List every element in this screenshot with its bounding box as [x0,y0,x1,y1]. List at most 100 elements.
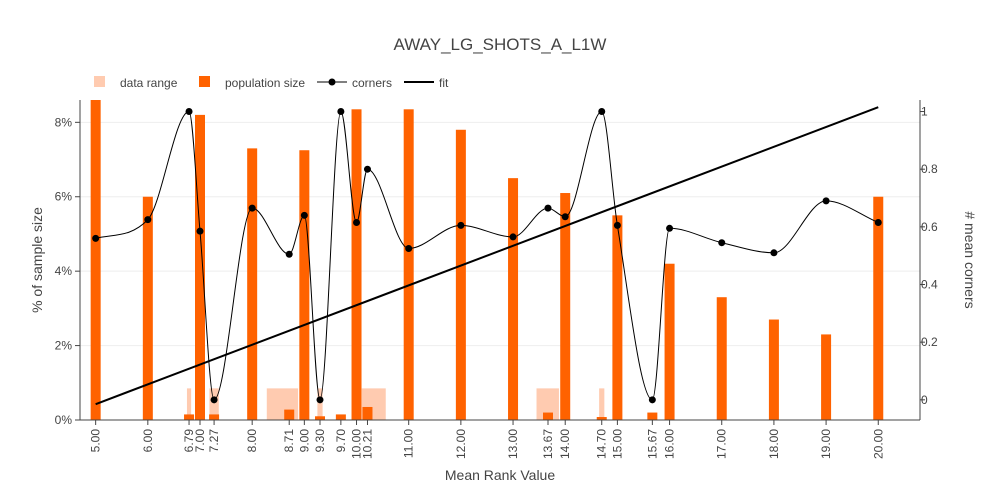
x-tick-label: 6.00 [141,429,155,453]
corners-point [613,221,621,229]
y2-tick-label: 1 [921,105,928,119]
x-tick-label: 13.00 [506,429,520,459]
corners-point [363,165,371,173]
y-axis-title: % of sample size [29,207,45,313]
corners-point [300,211,308,219]
population-bar [455,129,466,420]
x-tick-label: 19.00 [819,429,833,459]
gridlines [80,121,920,347]
x-tick-label: 7.00 [193,429,207,453]
x-tick-label: 11.00 [402,429,416,458]
corners-point [248,204,256,212]
population-bar [195,114,205,420]
population-bar [768,319,779,420]
x-tick-label: 9.00 [297,429,311,453]
corners-point [544,204,552,212]
corners-point [666,224,674,232]
x-axis-ticks: 5.00 6.00 6.797.00 7.27 8.00 8.71 9.00 9.30 9.70… [89,420,885,459]
x-tick-label: 13.67 [541,429,555,459]
corners-point [405,244,413,252]
data-range-bar [599,388,605,420]
x-tick-label: 14.70 [595,429,609,459]
population-bar [664,263,675,420]
corners-series [92,108,882,404]
population-bar [647,412,658,420]
legend-swatch-population-size [199,76,210,87]
population-bar [315,416,325,420]
population-bar [596,417,607,420]
corners-point [92,234,100,242]
x-tick-label: 17.00 [715,429,729,459]
data-range-bars [186,388,605,420]
legend: data range population size corners fit [94,76,449,90]
corners-point [770,249,778,257]
y2-axis-ticks: 0 0.2 0.4 0.6 0.8 1 [920,105,938,407]
legend-swatch-data-range [94,76,105,87]
population-bar [209,414,220,420]
y2-tick-label: 0.4 [921,278,938,292]
x-tick-label: 10.00 [350,429,364,459]
data-range-bar [186,388,192,420]
legend-label-corners: corners [352,76,392,90]
x-tick-label: 18.00 [767,429,781,459]
corners-point [822,197,830,205]
corners-point [144,216,152,224]
x-tick-label: 8.00 [245,429,259,453]
corners-point [353,219,361,227]
population-bar [351,109,362,421]
population-bar [403,109,414,421]
y-axis-ticks: 0% 2% 4% 6% 8% [55,115,80,427]
population-bar [543,412,553,420]
x-tick-label: 14.00 [558,429,572,459]
legend-label-data-range: data range [120,76,178,90]
x-tick-label: 7.27 [207,429,221,453]
population-bar [335,414,346,420]
population-bar [299,150,310,421]
population-bar [716,297,727,420]
y-tick-label: 2% [55,339,73,353]
x-tick-label: 8.71 [282,429,296,453]
x-tick-label: 15.00 [610,429,624,459]
x-tick-label: 6.79 [182,429,196,453]
corners-point [718,239,726,247]
y-tick-label: 0% [55,413,73,427]
x-tick-label: 15.67 [645,429,659,459]
y2-tick-label: 0.8 [921,162,938,176]
corners-point [561,213,569,221]
corners-point [457,221,465,229]
y2-axis-title: # mean corners [962,211,978,308]
corners-point [874,219,882,227]
population-bar [508,178,519,420]
corners-point [337,108,345,116]
y2-tick-label: 0.6 [921,220,938,234]
corners-point [210,396,218,404]
population-bar [90,100,101,420]
y-tick-label: 6% [55,190,73,204]
population-bar [142,196,153,420]
fit-line [95,106,879,406]
population-bar [247,148,258,421]
corners-point [185,108,193,116]
population-bar [362,406,373,420]
population-bar [184,414,195,420]
corners-point [285,250,293,258]
y-tick-label: 4% [55,264,73,278]
y2-tick-label: 0 [921,393,928,407]
x-tick-label: 5.00 [89,429,103,453]
data-range-bar [209,388,219,420]
corners-point [316,396,324,404]
chart-title: AWAY_LG_SHOTS_A_L1W [394,35,607,54]
population-bar [873,196,884,420]
corners-point [196,227,204,235]
x-tick-label: 10.21 [360,429,374,459]
legend-label-population-size: population size [225,76,305,90]
x-tick-label: 9.30 [313,429,327,453]
x-axis-title: Mean Rank Value [445,467,555,483]
x-tick-label: 9.70 [334,429,348,453]
fit-line-group [95,106,879,406]
corners-point [598,108,606,116]
x-tick-label: 16.00 [663,429,677,459]
x-tick-label: 12.00 [454,429,468,459]
legend-marker-corners [328,78,336,86]
